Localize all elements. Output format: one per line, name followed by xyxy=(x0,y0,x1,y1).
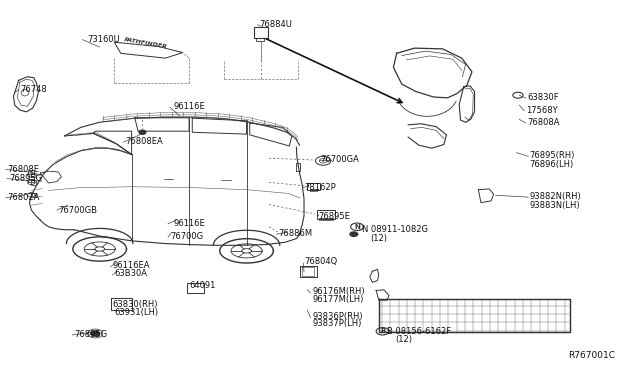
Text: 93882N(RH): 93882N(RH) xyxy=(529,192,581,201)
Text: 76896(LH): 76896(LH) xyxy=(529,160,573,169)
Bar xyxy=(310,189,317,191)
Bar xyxy=(31,193,36,197)
Text: 76808E: 76808E xyxy=(7,165,39,174)
Text: N 08911-1082G: N 08911-1082G xyxy=(362,225,428,234)
Text: 76886M: 76886M xyxy=(278,228,312,238)
Bar xyxy=(31,173,36,177)
Text: 76808EA: 76808EA xyxy=(125,137,163,146)
Text: 96116E: 96116E xyxy=(173,219,205,228)
Text: 76895E: 76895E xyxy=(319,212,351,221)
Text: 63830F: 63830F xyxy=(527,93,559,102)
Bar xyxy=(253,27,268,38)
Circle shape xyxy=(350,232,358,236)
Text: 76748: 76748 xyxy=(20,85,47,94)
Bar xyxy=(28,179,34,182)
Text: 76700GA: 76700GA xyxy=(320,155,359,164)
Text: 17568Y: 17568Y xyxy=(525,106,557,115)
Text: B 08156-6162F: B 08156-6162F xyxy=(387,327,451,336)
Text: 64091: 64091 xyxy=(189,281,216,290)
Text: 93837P(LH): 93837P(LH) xyxy=(312,320,362,328)
Text: 76802A: 76802A xyxy=(7,193,40,202)
Text: 63830(RH): 63830(RH) xyxy=(113,300,158,309)
Circle shape xyxy=(140,131,146,134)
Bar xyxy=(307,183,320,190)
Bar xyxy=(317,211,335,219)
Text: 73160U: 73160U xyxy=(87,35,120,44)
Text: 76884U: 76884U xyxy=(259,20,292,29)
Text: 76804Q: 76804Q xyxy=(305,257,338,266)
Bar xyxy=(31,180,36,185)
Text: 76808A: 76808A xyxy=(527,118,560,127)
Text: 96116E: 96116E xyxy=(173,102,205,111)
Text: 63B30A: 63B30A xyxy=(115,269,147,278)
Bar xyxy=(319,218,333,220)
Text: 76895(RH): 76895(RH) xyxy=(529,151,575,160)
Text: N: N xyxy=(354,224,360,230)
Text: 63931(LH): 63931(LH) xyxy=(115,308,159,317)
Text: (12): (12) xyxy=(370,234,387,243)
Text: 96176M(RH): 96176M(RH) xyxy=(312,287,365,296)
Text: 76895G: 76895G xyxy=(74,330,108,340)
Text: R767001C: R767001C xyxy=(568,351,615,360)
Text: 96116EA: 96116EA xyxy=(113,261,150,270)
Circle shape xyxy=(91,331,100,336)
Text: (12): (12) xyxy=(396,335,412,344)
Text: PATHFINDER: PATHFINDER xyxy=(124,37,168,50)
Text: B: B xyxy=(380,328,385,334)
Text: 76700GB: 76700GB xyxy=(58,206,97,215)
Text: 93883N(LH): 93883N(LH) xyxy=(529,201,580,210)
Text: 78162P: 78162P xyxy=(304,183,336,192)
Circle shape xyxy=(140,131,146,134)
Text: 93836P(RH): 93836P(RH) xyxy=(312,312,363,321)
Bar xyxy=(28,170,34,174)
Text: 76895G: 76895G xyxy=(9,174,42,183)
Text: 76700G: 76700G xyxy=(170,231,203,241)
Text: 96177M(LH): 96177M(LH) xyxy=(312,295,364,304)
Bar xyxy=(256,38,264,41)
